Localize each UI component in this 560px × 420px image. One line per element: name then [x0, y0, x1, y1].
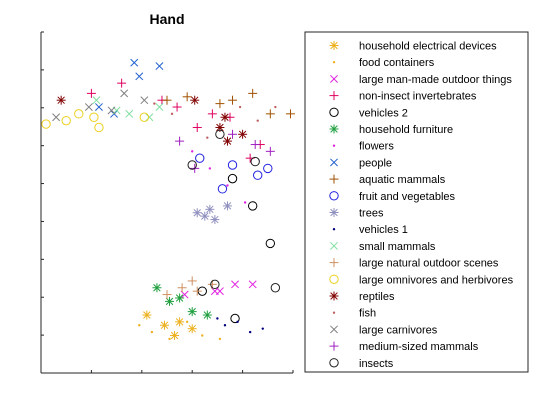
data-point [186, 321, 188, 323]
legend-marker [330, 208, 339, 217]
data-point [239, 106, 241, 108]
data-point [215, 123, 224, 132]
legend-marker [333, 145, 335, 147]
data-point [274, 106, 276, 108]
data-point [191, 150, 193, 152]
data-point [206, 137, 208, 139]
legend-label: reptiles [359, 291, 395, 303]
legend-label: fruit and vegetables [359, 191, 456, 203]
legend: household electrical devices food contain… [305, 32, 528, 372]
data-point [203, 311, 212, 320]
data-point [165, 297, 174, 306]
legend-label: small mammals [359, 241, 436, 253]
data-point [262, 327, 264, 329]
legend-label: large man-made outdoor things [359, 74, 512, 86]
data-point [249, 331, 251, 333]
data-point [216, 317, 218, 319]
data-point [220, 113, 229, 122]
data-point [188, 324, 197, 333]
legend-label: aquatic mammals [359, 174, 446, 186]
legend-marker [330, 292, 339, 301]
legend-label: vehicles 2 [359, 107, 408, 119]
data-point [236, 321, 238, 323]
legend-label: non-insect invertebrates [359, 91, 477, 103]
legend-label: large natural outdoor scenes [359, 258, 499, 270]
data-point [238, 130, 247, 139]
data-point [219, 338, 221, 340]
legend-label: household furniture [359, 124, 453, 136]
legend-marker [333, 228, 335, 230]
legend-label: large omnivores and herbivores [359, 274, 514, 286]
legend-label: household electrical devices [359, 41, 497, 53]
data-point [209, 167, 211, 169]
legend-label: flowers [359, 141, 394, 153]
data-point [160, 321, 169, 330]
legend-label: vehicles 1 [359, 224, 408, 236]
legend-label: large carnivores [359, 324, 438, 336]
legend-label: food containers [359, 57, 435, 69]
data-point [142, 311, 151, 320]
data-point [188, 307, 197, 316]
data-point [153, 102, 155, 104]
legend-marker [330, 41, 339, 50]
legend-label: medium-sized mammals [359, 341, 479, 353]
data-point [57, 96, 66, 105]
legend-label: insects [359, 358, 394, 370]
data-point [223, 137, 232, 146]
data-point [138, 324, 140, 326]
data-point [226, 184, 228, 186]
data-point [190, 96, 199, 105]
data-point [257, 119, 259, 121]
data-point [200, 212, 209, 221]
chart-title: Hand [150, 11, 185, 27]
data-point [175, 293, 184, 302]
legend-marker [330, 125, 339, 134]
legend-label: trees [359, 208, 384, 220]
data-point [152, 283, 161, 292]
data-point [151, 331, 153, 333]
data-point [223, 201, 232, 210]
data-point [168, 338, 170, 340]
data-point [171, 113, 173, 115]
legend-label: fish [359, 308, 376, 320]
legend-marker [333, 312, 335, 314]
data-point [205, 205, 214, 214]
legend-label: people [359, 157, 392, 169]
legend-marker [333, 61, 335, 63]
data-point [244, 201, 246, 203]
data-point [201, 334, 203, 336]
data-point [170, 331, 179, 340]
data-point [224, 324, 226, 326]
data-point [175, 317, 184, 326]
data-point [210, 215, 219, 224]
